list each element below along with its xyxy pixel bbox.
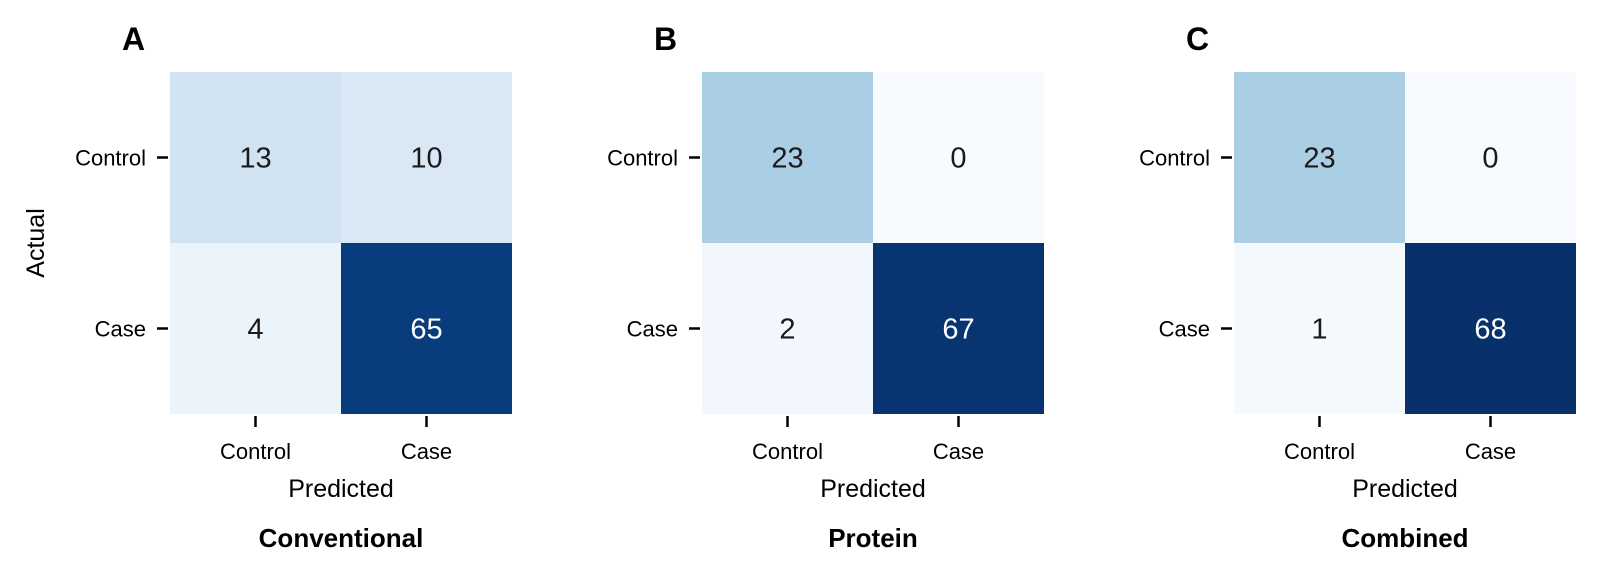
cell-value-label: 67 — [942, 314, 974, 346]
cell-value-label: 13 — [239, 143, 271, 175]
x-tick-label: Case — [1465, 439, 1516, 464]
heatmap-cell — [1234, 243, 1405, 414]
panel-title: Protein — [828, 523, 918, 553]
heatmap-cell — [702, 72, 873, 243]
panel-letter: B — [654, 21, 677, 57]
cell-value-label: 2 — [779, 314, 795, 346]
heatmap-cell — [170, 72, 341, 243]
confusion-matrix-panel-c: C 23 0 1 68 Control Case Control Case Predicted Co… — [1139, 21, 1576, 553]
panel-letter: C — [1186, 21, 1209, 57]
y-tick-label: Control — [1139, 146, 1210, 171]
panel-letter: A — [122, 21, 145, 57]
cell-value-label: 23 — [1303, 143, 1335, 175]
heatmap-cell — [1405, 243, 1576, 414]
heatmap-cell — [1405, 72, 1576, 243]
y-tick-label: Case — [627, 317, 678, 342]
x-axis-label: Predicted — [820, 475, 926, 503]
cell-value-label: 4 — [247, 314, 263, 346]
x-tick-label: Case — [401, 439, 452, 464]
x-axis-label: Predicted — [288, 475, 394, 503]
panel-title: Combined — [1341, 523, 1468, 553]
heatmap-cell — [170, 243, 341, 414]
x-tick-label: Control — [1284, 439, 1355, 464]
cell-value-label: 0 — [1482, 143, 1498, 175]
heatmap-cell — [873, 72, 1044, 243]
confusion-matrix-panel-a: A 13 10 4 65 Control Case Control Case Predicted A… — [22, 21, 512, 553]
cell-value-label: 23 — [771, 143, 803, 175]
heatmap-cell — [702, 243, 873, 414]
y-axis-label: Actual — [22, 208, 50, 277]
y-tick-label: Control — [607, 146, 678, 171]
y-tick-label: Case — [95, 317, 146, 342]
heatmap-cell — [341, 243, 512, 414]
cell-value-label: 1 — [1311, 314, 1327, 346]
x-tick-label: Case — [933, 439, 984, 464]
x-tick-label: Control — [752, 439, 823, 464]
cell-value-label: 10 — [410, 143, 442, 175]
y-tick-label: Control — [75, 146, 146, 171]
heatmap-cell — [873, 243, 1044, 414]
confusion-matrix-panel-b: B 23 0 2 67 Control Case Control Case Predicted Pr… — [607, 21, 1044, 553]
heatmap-cell — [341, 72, 512, 243]
y-tick-label: Case — [1159, 317, 1210, 342]
x-axis-label: Predicted — [1352, 475, 1458, 503]
panel-title: Conventional — [259, 523, 424, 553]
cell-value-label: 65 — [410, 314, 442, 346]
cell-value-label: 0 — [950, 143, 966, 175]
heatmap-cell — [1234, 72, 1405, 243]
cell-value-label: 68 — [1474, 314, 1506, 346]
x-tick-label: Control — [220, 439, 291, 464]
